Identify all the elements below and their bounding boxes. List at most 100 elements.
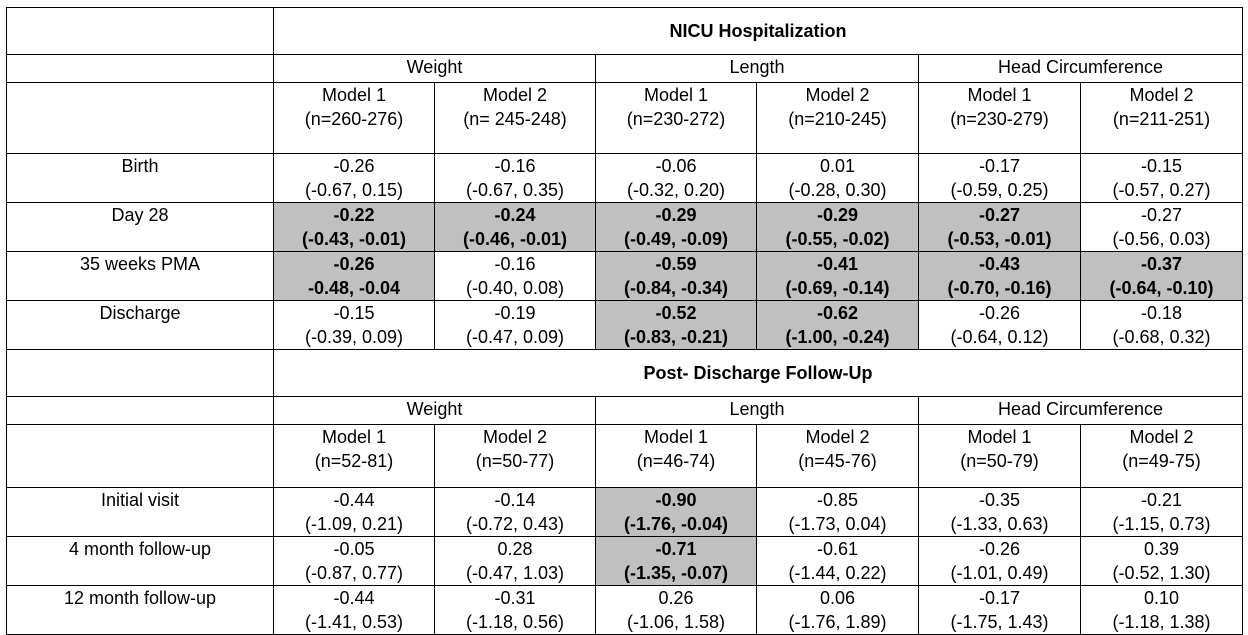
row-header-blank [6,7,274,55]
model-header: Model 1 (n=260-276) [273,82,435,154]
model-sample-size: (n=210-245) [788,109,887,129]
estimate-cell: -0.44 (-1.09, 0.21) [273,487,435,537]
timepoint-label: 12 month follow-up [6,585,274,635]
estimate-cell: 0.10 (-1.18, 1.38) [1079,585,1244,635]
table-row: Day 28 -0.22 (-0.43, -0.01) -0.24 (-0.46, -0… [6,202,1244,252]
row-header-blank [6,349,274,397]
model-header: Model 2 (n=45-76) [756,424,919,488]
significant-estimate-cell: -0.29 (-0.49, -0.09) [595,202,757,252]
estimate-value: -0.18 [1141,303,1183,323]
estimate-value: -0.16 [494,156,536,176]
estimate-value: 0.06 [819,588,856,608]
confidence-interval: (-0.72, 0.43) [465,514,565,534]
model-sample-size: (n=260-276) [304,109,404,129]
model-header: Model 1 (n=230-272) [595,82,757,154]
model-header: Model 2 (n=49-75) [1079,424,1244,488]
significant-estimate-cell: -0.62 (-1.00, -0.24) [756,300,919,350]
estimate-cell: 0.39 (-0.52, 1.30) [1079,536,1244,586]
estimate-value: 0.10 [1144,588,1180,608]
timepoint-label: Day 28 [6,202,274,252]
results-table: NICU Hospitalization Weight Length Head Cir… [6,7,1244,635]
estimate-value: -0.17 [978,156,1021,176]
confidence-interval: (-0.47, 0.09) [465,327,565,347]
estimate-value: -0.26 [978,539,1021,559]
estimate-value: -0.26 [333,254,375,274]
estimate-cell: -0.05 (-0.87, 0.77) [273,536,435,586]
confidence-interval: (-1.73, 0.04) [788,514,887,534]
estimate-cell: -0.35 (-1.33, 0.63) [918,487,1081,537]
section-title: NICU Hospitalization [272,7,1244,55]
confidence-interval: (-1.76, -0.04) [623,514,729,534]
model-sample-size: (n=50-79) [960,451,1039,471]
measure-group-header: Head Circumference [917,54,1244,83]
confidence-interval: -0.48, -0.04 [307,278,401,298]
significant-estimate-cell: -0.29 (-0.55, -0.02) [756,202,919,252]
model-header-row: Model 1 (n=52-81) Model 2 (n=50-77) Model 1 (… [6,424,1244,488]
estimate-cell: -0.17 (-0.59, 0.25) [918,153,1081,203]
row-header-blank [6,424,274,488]
significant-estimate-cell: -0.43 (-0.70, -0.16) [918,251,1081,301]
model-sample-size: (n=230-279) [950,109,1049,129]
model-name: Model 2 [1129,85,1194,105]
estimate-value: -0.52 [655,303,697,323]
estimate-value: -0.41 [816,254,859,274]
estimate-value: -0.85 [816,490,859,510]
confidence-interval: (-0.64, -0.10) [1109,278,1214,298]
confidence-interval: (-1.44, 0.22) [788,563,887,583]
measure-group-header: Length [595,396,919,425]
estimate-value: 0.26 [658,588,694,608]
estimate-value: -0.26 [978,303,1021,323]
significant-estimate-cell: -0.24 (-0.46, -0.01) [434,202,596,252]
table-row: Initial visit -0.44 (-1.09, 0.21) -0.14 (-0.… [6,487,1244,537]
model-sample-size: (n= 245-248) [463,109,567,129]
confidence-interval: (-0.49, -0.09) [623,229,729,249]
measure-group-row: Weight Length Head Circumference [6,54,1244,83]
estimate-value: -0.44 [333,588,375,608]
model-name: Model 2 [482,427,548,447]
confidence-interval: (-0.39, 0.09) [304,327,404,347]
timepoint-label: 35 weeks PMA [6,251,274,301]
confidence-interval: (-0.53, -0.01) [947,229,1052,249]
confidence-interval: (-0.56, 0.03) [1112,229,1211,249]
estimate-value: -0.61 [816,539,859,559]
estimate-cell: -0.26 (-0.67, 0.15) [273,153,435,203]
estimate-value: -0.05 [333,539,375,559]
table-row: Discharge -0.15 (-0.39, 0.09) -0.19 (-0.47, … [6,300,1244,350]
confidence-interval: (-0.68, 0.32) [1112,327,1211,347]
estimate-value: -0.35 [978,490,1021,510]
estimate-value: -0.19 [494,303,536,323]
model-name: Model 2 [805,85,870,105]
timepoint-label: Initial visit [6,487,274,537]
estimate-value: -0.06 [655,156,697,176]
significant-estimate-cell: -0.71 (-1.35, -0.07) [595,536,757,586]
estimate-value: -0.17 [978,588,1021,608]
measure-group-header: Length [595,54,919,83]
model-name: Model 1 [967,85,1032,105]
section-title-row: Post- Discharge Follow-Up [6,349,1244,397]
confidence-interval: (-0.84, -0.34) [623,278,729,298]
confidence-interval: (-0.32, 0.20) [626,180,726,200]
estimate-cell: -0.15 (-0.57, 0.27) [1079,153,1244,203]
model-name: Model 1 [967,427,1032,447]
estimate-cell: 0.28 (-0.47, 1.03) [434,536,596,586]
model-header: Model 2 (n= 245-248) [434,82,596,154]
estimate-value: -0.26 [333,156,375,176]
estimate-value: 0.28 [497,539,533,559]
confidence-interval: (-0.69, -0.14) [785,278,890,298]
timepoint-label: Birth [6,153,274,203]
model-sample-size: (n=211-251) [1112,109,1211,129]
confidence-interval: (-0.57, 0.27) [1112,180,1211,200]
confidence-interval: (-0.43, -0.01) [301,229,407,249]
significant-estimate-cell: -0.22 (-0.43, -0.01) [273,202,435,252]
confidence-interval: (-0.52, 1.30) [1112,563,1211,583]
significant-estimate-cell: -0.41 (-0.69, -0.14) [756,251,919,301]
confidence-interval: (-1.00, -0.24) [785,327,890,347]
confidence-interval: (-1.33, 0.63) [950,514,1049,534]
estimate-cell: -0.18 (-0.68, 0.32) [1079,300,1244,350]
estimate-value: -0.27 [1141,205,1183,225]
model-sample-size: (n=46-74) [636,451,716,471]
table-row: 4 month follow-up -0.05 (-0.87, 0.77) 0.28 (… [6,536,1244,586]
timepoint-label: 4 month follow-up [6,536,274,586]
significant-estimate-cell: -0.37 (-0.64, -0.10) [1079,251,1244,301]
confidence-interval: (-0.47, 1.03) [465,563,565,583]
